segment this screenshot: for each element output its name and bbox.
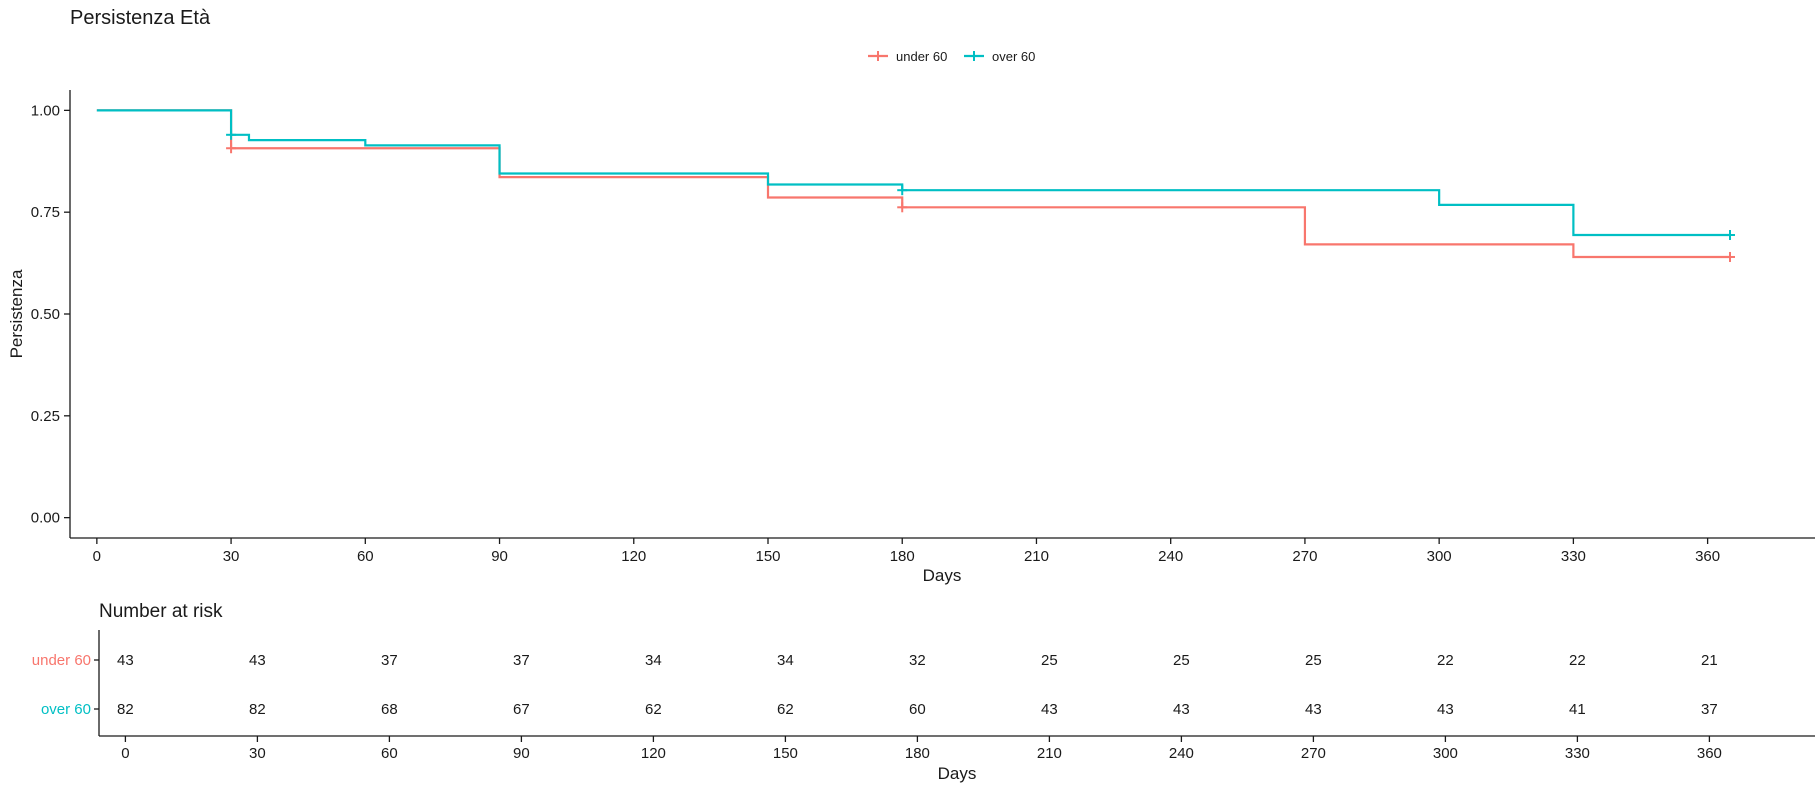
x-tick-label: 120 [621, 548, 646, 565]
x-tick-label: 180 [890, 548, 915, 565]
y-axis-label: Persistenza [7, 269, 26, 358]
survival-plot: Persistenza Età under 60 over 60 0.00 0.25… [7, 7, 1815, 585]
risk-cell: 43 [1173, 701, 1190, 718]
risk-cell: 43 [1041, 701, 1058, 718]
x-tick-label: 270 [1292, 548, 1317, 565]
x-tick-label: 240 [1158, 548, 1183, 565]
risk-cell: 82 [117, 701, 134, 718]
censor-mark [1724, 229, 1735, 240]
risk-cell: 37 [381, 652, 398, 669]
risk-cell: 21 [1701, 652, 1718, 669]
censor-mark [226, 143, 237, 154]
legend-item: over 60 [964, 49, 1035, 64]
y-tick-label: 0.75 [31, 204, 60, 221]
x-tick-label: 300 [1427, 548, 1452, 565]
x-tick-label: 0 [93, 548, 101, 565]
risk-cell: 34 [777, 652, 794, 669]
y-tick-label: 0.50 [31, 306, 60, 323]
risk-cell: 25 [1305, 652, 1322, 669]
risk-row-label: under 60 [32, 652, 91, 669]
risk-x-tick-label: 300 [1433, 745, 1458, 762]
censor-mark [1724, 251, 1735, 262]
risk-cell: 25 [1173, 652, 1190, 669]
risk-table-x-ticks: 0 30 60 90 120 150 180 210 240 270 300 330 360 [121, 736, 1722, 762]
risk-table-title: Number at risk [99, 601, 223, 622]
risk-cell: 32 [909, 652, 926, 669]
risk-cell: 67 [513, 701, 530, 718]
risk-x-tick-label: 210 [1037, 745, 1062, 762]
risk-cell: 34 [645, 652, 662, 669]
risk-x-tick-label: 60 [381, 745, 398, 762]
legend-label: over 60 [992, 49, 1035, 64]
censor-mark [897, 202, 908, 213]
x-tick-label: 150 [755, 548, 780, 565]
risk-cell: 43 [1305, 701, 1322, 718]
risk-x-tick-label: 30 [249, 745, 266, 762]
risk-x-tick-label: 150 [773, 745, 798, 762]
risk-row-label: over 60 [41, 701, 91, 718]
y-ticks: 0.00 0.25 0.50 0.75 1.00 [31, 102, 70, 527]
chart-title: Persistenza Età [70, 7, 211, 29]
risk-x-tick-label: 0 [121, 745, 129, 762]
risk-cell: 22 [1437, 652, 1454, 669]
risk-table: Number at risk under 60 over 60 43 43 37 37 3… [32, 601, 1815, 783]
x-tick-label: 330 [1561, 548, 1586, 565]
risk-cell: 43 [117, 652, 134, 669]
risk-cell: 43 [1437, 701, 1454, 718]
risk-x-tick-label: 120 [641, 745, 666, 762]
risk-cell: 82 [249, 701, 266, 718]
risk-table-x-axis-label: Days [938, 764, 977, 783]
legend-label: under 60 [896, 49, 947, 64]
series-line-over-60 [96, 109, 1730, 237]
x-tick-label: 210 [1024, 548, 1049, 565]
x-ticks: 0 30 60 90 120 150 180 210 240 270 300 330 360 [93, 538, 1720, 565]
risk-cell: 25 [1041, 652, 1058, 669]
risk-x-tick-label: 330 [1565, 745, 1590, 762]
risk-cell: 62 [777, 701, 794, 718]
censor-mark [226, 129, 237, 140]
series-lines [96, 109, 1735, 262]
risk-x-tick-label: 270 [1301, 745, 1326, 762]
risk-x-tick-label: 240 [1169, 745, 1194, 762]
x-tick-label: 30 [223, 548, 240, 565]
legend: under 60 over 60 [868, 49, 1035, 64]
risk-cell: 62 [645, 701, 662, 718]
y-tick-label: 0.00 [31, 510, 60, 527]
risk-x-tick-label: 90 [513, 745, 530, 762]
censor-mark [897, 185, 908, 196]
risk-x-tick-label: 180 [905, 745, 930, 762]
risk-cell: 60 [909, 701, 926, 718]
risk-cell: 43 [249, 652, 266, 669]
legend-item: under 60 [868, 49, 947, 64]
x-tick-label: 360 [1695, 548, 1720, 565]
risk-x-tick-label: 360 [1697, 745, 1722, 762]
risk-cell: 68 [381, 701, 398, 718]
y-tick-label: 0.25 [31, 408, 60, 425]
risk-cell: 22 [1569, 652, 1586, 669]
y-tick-label: 1.00 [31, 102, 60, 119]
risk-cell: 37 [513, 652, 530, 669]
x-axis-label: Days [923, 566, 962, 585]
risk-cell: 37 [1701, 701, 1718, 718]
risk-table-row-labels: under 60 over 60 [32, 652, 99, 718]
x-tick-label: 60 [357, 548, 374, 565]
x-tick-label: 90 [491, 548, 508, 565]
series-line-under-60 [96, 109, 1730, 259]
risk-cell: 41 [1569, 701, 1586, 718]
risk-table-cells: 43 43 37 37 34 34 32 25 25 25 22 22 21 82 82 68 67 62 62 60… [117, 652, 1718, 718]
